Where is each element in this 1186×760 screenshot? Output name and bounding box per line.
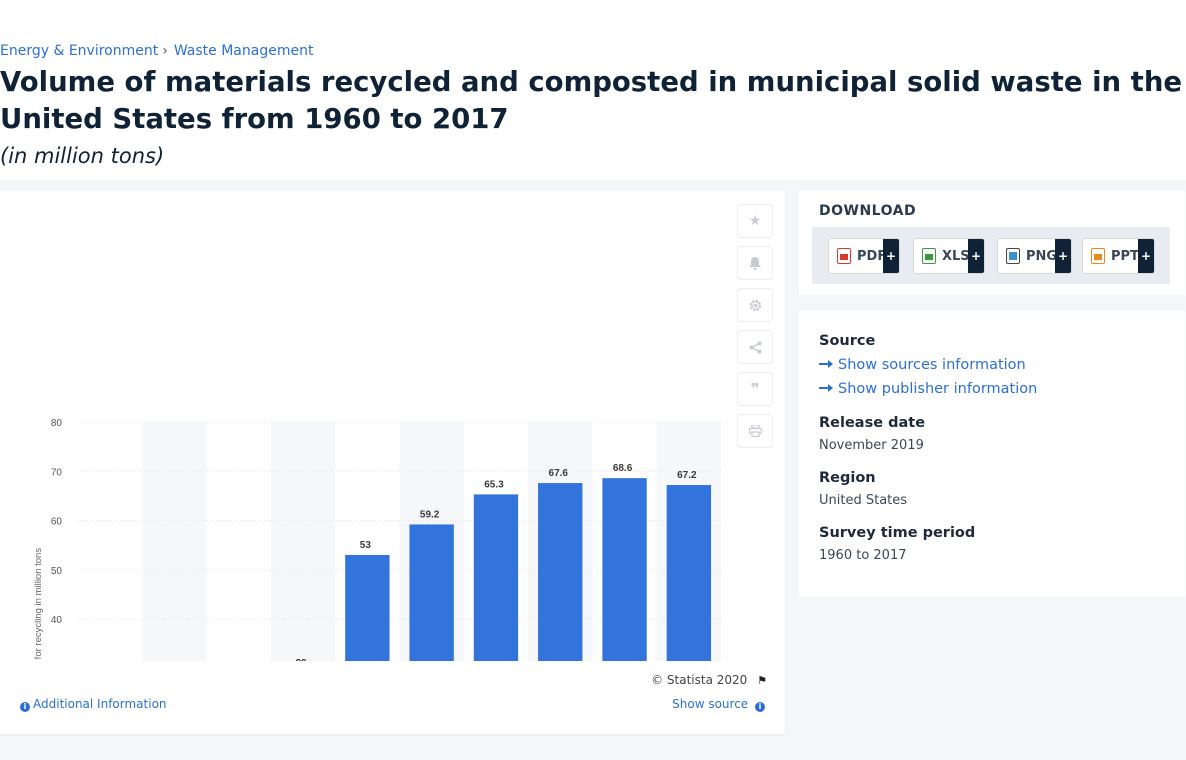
- data-label: 65.3: [484, 479, 504, 490]
- arrow-right-icon: [819, 384, 833, 392]
- y-axis-label: Recovery for recycling in million tons: [33, 548, 44, 661]
- y-tick-label: 60: [51, 517, 63, 528]
- download-png-plus[interactable]: +: [1055, 239, 1071, 273]
- download-title: DOWNLOAD: [819, 203, 917, 219]
- survey-period-value: 1960 to 2017: [819, 548, 907, 563]
- show-sources-label: Show sources information: [838, 357, 1026, 373]
- additional-information-label: Additional Information: [33, 697, 167, 711]
- bar-chart: 01020304050607080Recovery for recycling …: [33, 418, 721, 661]
- print-icon[interactable]: [737, 414, 773, 448]
- download-ppt-label: PPT: [1111, 248, 1139, 264]
- data-label: 53: [360, 540, 372, 551]
- download-xls-label: XLS: [942, 248, 970, 264]
- copyright-text: © Statista 2020 ⚑: [651, 673, 767, 687]
- data-label: 68.6: [613, 463, 633, 474]
- y-tick-label: 50: [51, 566, 63, 577]
- bell-icon[interactable]: [737, 246, 773, 280]
- page-subtitle: (in million tons): [0, 144, 165, 168]
- data-label: 67.6: [549, 468, 569, 479]
- download-xls-button[interactable]: XLS +: [913, 238, 985, 274]
- bar: [409, 524, 454, 661]
- chart-card: 01020304050607080Recovery for recycling …: [0, 191, 785, 734]
- download-pdf-button[interactable]: PDF +: [828, 238, 900, 274]
- copyright-label: © Statista 2020: [651, 673, 748, 687]
- bar: [473, 494, 519, 661]
- header-band: [0, 0, 1186, 180]
- download-png-label: PNG: [1026, 248, 1058, 264]
- flag-icon[interactable]: ⚑: [757, 674, 767, 687]
- download-ppt-button[interactable]: PPT +: [1082, 238, 1155, 274]
- additional-information-link[interactable]: i Additional Information: [20, 697, 167, 712]
- xls-file-icon: [922, 248, 936, 264]
- download-pdf-plus[interactable]: +: [883, 239, 899, 273]
- show-publisher-link[interactable]: Show publisher information: [819, 381, 1037, 397]
- download-card: DOWNLOAD PDF + XLS + PNG + PPT +: [799, 191, 1185, 295]
- ppt-file-icon: [1091, 248, 1105, 264]
- column-band: [270, 422, 336, 661]
- y-tick-label: 40: [51, 615, 63, 626]
- breadcrumb-separator: ›: [162, 43, 168, 59]
- release-date-heading: Release date: [819, 415, 926, 431]
- page-title: Volume of materials recycled and compost…: [0, 66, 1183, 135]
- column-band: [142, 422, 207, 661]
- data-label: 29: [295, 658, 307, 661]
- info-icon: i: [20, 702, 30, 712]
- info-icon: i: [755, 702, 765, 712]
- data-label: 59.2: [420, 509, 440, 520]
- y-tick-label: 80: [51, 418, 63, 429]
- info-card: Source Show sources information Show pub…: [799, 311, 1185, 597]
- breadcrumb-waste-management[interactable]: Waste Management: [173, 43, 314, 59]
- region-value: United States: [819, 493, 908, 508]
- bar: [538, 483, 583, 661]
- data-label: 67.2: [677, 470, 697, 481]
- png-file-icon: [1006, 248, 1020, 264]
- download-xls-plus[interactable]: +: [968, 239, 984, 273]
- bar: [345, 554, 390, 661]
- arrow-right-icon: [819, 360, 833, 368]
- pdf-file-icon: [837, 248, 851, 264]
- breadcrumb: Energy & Environment › Waste Management: [0, 43, 313, 59]
- download-ppt-plus[interactable]: +: [1138, 239, 1154, 273]
- release-date-value: November 2019: [819, 438, 924, 453]
- show-source-label: Show source: [672, 697, 749, 711]
- bar: [666, 485, 712, 661]
- download-bar: PDF + XLS + PNG + PPT +: [812, 227, 1170, 284]
- show-sources-link[interactable]: Show sources information: [819, 357, 1026, 373]
- download-png-button[interactable]: PNG +: [997, 238, 1072, 274]
- chart-tools: ★ ❞: [737, 204, 773, 456]
- survey-period-heading: Survey time period: [819, 525, 976, 541]
- star-icon[interactable]: ★: [737, 204, 773, 238]
- region-heading: Region: [819, 470, 876, 486]
- gear-icon[interactable]: [737, 288, 773, 322]
- show-source-link[interactable]: Show source i: [672, 697, 765, 712]
- download-pdf-label: PDF: [857, 248, 887, 264]
- share-icon[interactable]: [737, 330, 773, 364]
- source-heading: Source: [819, 333, 876, 349]
- bar: [602, 478, 647, 661]
- show-publisher-label: Show publisher information: [838, 381, 1038, 397]
- y-tick-label: 70: [51, 467, 63, 478]
- breadcrumb-energy-environment[interactable]: Energy & Environment: [0, 43, 159, 59]
- quote-icon[interactable]: ❞: [737, 372, 773, 406]
